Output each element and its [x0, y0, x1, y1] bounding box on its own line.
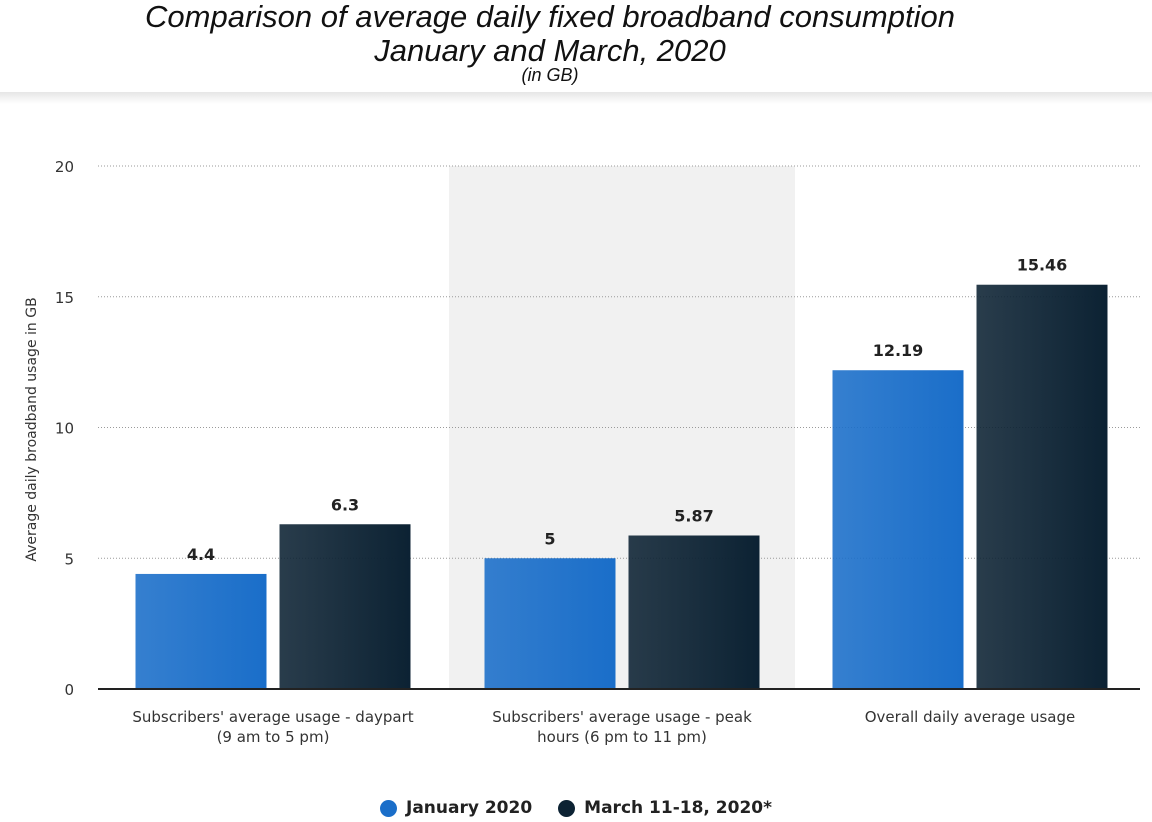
- legend-item-january[interactable]: January 2020: [380, 798, 532, 818]
- legend-item-march[interactable]: March 11-18, 2020*: [558, 798, 772, 818]
- legend-label-january: January 2020: [406, 798, 533, 818]
- chart-title-block: Comparison of average daily fixed broadb…: [0, 0, 1100, 84]
- legend-label-march: March 11-18, 2020*: [584, 798, 772, 818]
- y-tick-label-5: 5: [64, 550, 74, 568]
- y-axis-title: Average daily broadband usage in GB: [24, 297, 40, 561]
- legend-swatch-january: [380, 799, 397, 817]
- x-tick-label-1-line-1: hours (6 pm to 11 pm): [537, 728, 707, 746]
- legend-swatch-march: [558, 799, 576, 817]
- chart-subtitle: (in GB): [521, 65, 579, 85]
- data-label-march-0: 6.3: [331, 495, 359, 514]
- bar-january-0: [135, 573, 267, 689]
- y-tick-label-20: 20: [55, 158, 74, 176]
- chart-title-line-2: January and March, 2020: [374, 33, 726, 68]
- bar-march-2: [976, 284, 1108, 689]
- data-label-january-2: 12.19: [873, 341, 924, 360]
- x-tick-label-1-line-0: Subscribers' average usage - peak: [492, 708, 752, 726]
- bar-march-0: [279, 524, 411, 689]
- data-label-january-1: 5: [544, 529, 555, 548]
- bar-march-1: [628, 535, 760, 689]
- bar-january-1: [484, 558, 616, 689]
- x-tick-label-0-line-1: (9 am to 5 pm): [217, 728, 330, 746]
- chart-title: Comparison of average daily fixed broadb…: [145, 0, 955, 34]
- header-shadow: [0, 92, 1152, 104]
- y-tick-label-15: 15: [55, 289, 74, 307]
- y-tick-label-0: 0: [64, 681, 74, 699]
- x-tick-label-0-line-0: Subscribers' average usage - daypart: [132, 708, 413, 726]
- y-tick-label-10: 10: [55, 420, 74, 438]
- x-tick-label-2-line-0: Overall daily average usage: [865, 708, 1076, 726]
- data-label-march-2: 15.46: [1017, 256, 1068, 275]
- bar-chart: 0 5 10 15 20 Average daily broadband usage in…: [24, 158, 1140, 746]
- data-label-january-0: 4.4: [187, 545, 215, 564]
- bar-january-2: [832, 370, 964, 689]
- data-label-march-1: 5.87: [674, 506, 713, 525]
- legend: January 2020 March 11-18, 2020*: [0, 794, 1152, 822]
